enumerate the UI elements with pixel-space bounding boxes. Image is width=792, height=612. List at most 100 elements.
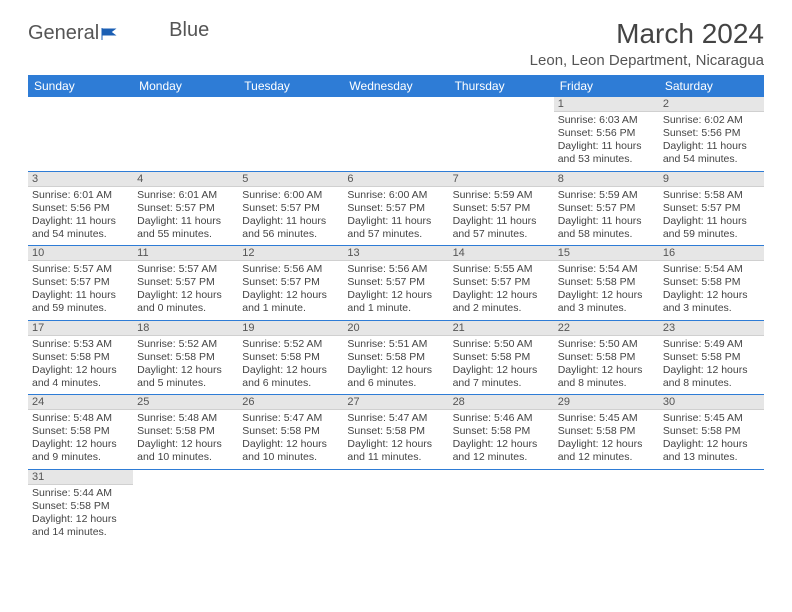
day-number: 23 xyxy=(659,321,764,336)
brand-name-b: Blue xyxy=(169,19,209,42)
day-body: Sunrise: 5:59 AMSunset: 5:57 PMDaylight:… xyxy=(449,187,554,246)
day-number: 2 xyxy=(659,97,764,112)
calendar-cell: 5Sunrise: 6:00 AMSunset: 5:57 PMDaylight… xyxy=(238,171,343,246)
day-body: Sunrise: 5:46 AMSunset: 5:58 PMDaylight:… xyxy=(449,410,554,469)
daylight-text: Daylight: 12 hours and 12 minutes. xyxy=(558,438,655,464)
sunset-text: Sunset: 5:58 PM xyxy=(453,425,550,438)
daylight-text: Daylight: 12 hours and 8 minutes. xyxy=(663,364,760,390)
day-number: 18 xyxy=(133,321,238,336)
sunrise-text: Sunrise: 6:00 AM xyxy=(242,189,339,202)
calendar-cell xyxy=(343,97,448,171)
daylight-text: Daylight: 12 hours and 14 minutes. xyxy=(32,513,129,539)
sunset-text: Sunset: 5:57 PM xyxy=(453,202,550,215)
sunrise-text: Sunrise: 5:59 AM xyxy=(453,189,550,202)
day-body: Sunrise: 6:01 AMSunset: 5:57 PMDaylight:… xyxy=(133,187,238,246)
sunrise-text: Sunrise: 5:52 AM xyxy=(137,338,234,351)
day-body: Sunrise: 6:02 AMSunset: 5:56 PMDaylight:… xyxy=(659,112,764,171)
calendar-cell xyxy=(238,469,343,543)
sunset-text: Sunset: 5:57 PM xyxy=(137,202,234,215)
calendar-cell: 18Sunrise: 5:52 AMSunset: 5:58 PMDayligh… xyxy=(133,320,238,395)
sunset-text: Sunset: 5:58 PM xyxy=(558,425,655,438)
daylight-text: Daylight: 12 hours and 3 minutes. xyxy=(558,289,655,315)
sunset-text: Sunset: 5:58 PM xyxy=(32,351,129,364)
sunrise-text: Sunrise: 5:48 AM xyxy=(32,412,129,425)
day-number: 12 xyxy=(238,246,343,261)
sunrise-text: Sunrise: 5:58 AM xyxy=(663,189,760,202)
calendar-table: Sunday Monday Tuesday Wednesday Thursday… xyxy=(28,75,764,543)
sunset-text: Sunset: 5:58 PM xyxy=(663,425,760,438)
sunset-text: Sunset: 5:57 PM xyxy=(663,202,760,215)
day-number: 5 xyxy=(238,172,343,187)
calendar-cell: 27Sunrise: 5:47 AMSunset: 5:58 PMDayligh… xyxy=(343,395,448,470)
day-body: Sunrise: 5:54 AMSunset: 5:58 PMDaylight:… xyxy=(659,261,764,320)
daylight-text: Daylight: 12 hours and 2 minutes. xyxy=(453,289,550,315)
calendar-cell xyxy=(554,469,659,543)
day-number: 26 xyxy=(238,395,343,410)
daylight-text: Daylight: 11 hours and 53 minutes. xyxy=(558,140,655,166)
sunrise-text: Sunrise: 6:03 AM xyxy=(558,114,655,127)
calendar-cell: 23 Sunrise: 5:49 AMSunset: 5:58 PMDayligh… xyxy=(659,320,764,395)
day-body: Sunrise: 5:45 AMSunset: 5:58 PMDaylight:… xyxy=(554,410,659,469)
day-number: 16 xyxy=(659,246,764,261)
day-body: Sunrise: 5:52 AMSunset: 5:58 PMDaylight:… xyxy=(238,336,343,395)
sunrise-text: Sunrise: 5:57 AM xyxy=(32,263,129,276)
day-number: 3 xyxy=(28,172,133,187)
sunrise-text: Sunrise: 5:45 AM xyxy=(558,412,655,425)
day-header: Tuesday xyxy=(238,75,343,97)
calendar-cell: 2Sunrise: 6:02 AMSunset: 5:56 PMDaylight… xyxy=(659,97,764,171)
day-header: Sunday xyxy=(28,75,133,97)
day-number: 7 xyxy=(449,172,554,187)
day-number: 19 xyxy=(238,321,343,336)
sunrise-text: Sunrise: 5:49 AM xyxy=(663,338,760,351)
flag-icon xyxy=(101,27,119,41)
sunset-text: Sunset: 5:58 PM xyxy=(663,351,760,364)
sunrise-text: Sunrise: 5:50 AM xyxy=(453,338,550,351)
daylight-text: Daylight: 12 hours and 12 minutes. xyxy=(453,438,550,464)
sunset-text: Sunset: 5:56 PM xyxy=(558,127,655,140)
sunset-text: Sunset: 5:58 PM xyxy=(242,351,339,364)
day-number: 15 xyxy=(554,246,659,261)
sunset-text: Sunset: 5:57 PM xyxy=(242,202,339,215)
day-header: Wednesday xyxy=(343,75,448,97)
daylight-text: Daylight: 12 hours and 6 minutes. xyxy=(347,364,444,390)
calendar-cell: 28Sunrise: 5:46 AMSunset: 5:58 PMDayligh… xyxy=(449,395,554,470)
sunrise-text: Sunrise: 5:45 AM xyxy=(663,412,760,425)
calendar-cell xyxy=(449,469,554,543)
day-body: Sunrise: 5:50 AMSunset: 5:58 PMDaylight:… xyxy=(554,336,659,395)
day-number: 30 xyxy=(659,395,764,410)
calendar-cell: 31Sunrise: 5:44 AMSunset: 5:58 PMDayligh… xyxy=(28,469,133,543)
sunset-text: Sunset: 5:57 PM xyxy=(242,276,339,289)
calendar-cell: 10Sunrise: 5:57 AMSunset: 5:57 PMDayligh… xyxy=(28,246,133,321)
sunset-text: Sunset: 5:58 PM xyxy=(347,351,444,364)
sunset-text: Sunset: 5:58 PM xyxy=(137,351,234,364)
sunrise-text: Sunrise: 5:51 AM xyxy=(347,338,444,351)
day-number: 8 xyxy=(554,172,659,187)
calendar-cell: 15Sunrise: 5:54 AMSunset: 5:58 PMDayligh… xyxy=(554,246,659,321)
sunset-text: Sunset: 5:58 PM xyxy=(32,425,129,438)
page-header: General Blue March 2024 Leon, Leon Depar… xyxy=(28,18,764,69)
calendar-row: 24Sunrise: 5:48 AMSunset: 5:58 PMDayligh… xyxy=(28,395,764,470)
day-number: 14 xyxy=(449,246,554,261)
calendar-cell: 6Sunrise: 6:00 AMSunset: 5:57 PMDaylight… xyxy=(343,171,448,246)
day-body: Sunrise: 5:47 AMSunset: 5:58 PMDaylight:… xyxy=(238,410,343,469)
calendar-row: 31Sunrise: 5:44 AMSunset: 5:58 PMDayligh… xyxy=(28,469,764,543)
daylight-text: Daylight: 12 hours and 13 minutes. xyxy=(663,438,760,464)
day-number: 20 xyxy=(343,321,448,336)
day-body: Sunrise: 5:51 AMSunset: 5:58 PMDaylight:… xyxy=(343,336,448,395)
day-header: Monday xyxy=(133,75,238,97)
day-number: 29 xyxy=(554,395,659,410)
calendar-cell: 3Sunrise: 6:01 AMSunset: 5:56 PMDaylight… xyxy=(28,171,133,246)
sunrise-text: Sunrise: 5:47 AM xyxy=(242,412,339,425)
sunrise-text: Sunrise: 5:52 AM xyxy=(242,338,339,351)
day-body: Sunrise: 6:01 AMSunset: 5:56 PMDaylight:… xyxy=(28,187,133,246)
calendar-row: 17Sunrise: 5:53 AMSunset: 5:58 PMDayligh… xyxy=(28,320,764,395)
daylight-text: Daylight: 11 hours and 59 minutes. xyxy=(32,289,129,315)
calendar-cell: 22Sunrise: 5:50 AMSunset: 5:58 PMDayligh… xyxy=(554,320,659,395)
calendar-cell: 24Sunrise: 5:48 AMSunset: 5:58 PMDayligh… xyxy=(28,395,133,470)
day-body: Sunrise: 5:56 AMSunset: 5:57 PMDaylight:… xyxy=(343,261,448,320)
sunrise-text: Sunrise: 5:54 AM xyxy=(663,263,760,276)
sunrise-text: Sunrise: 5:47 AM xyxy=(347,412,444,425)
title-block: March 2024 Leon, Leon Department, Nicara… xyxy=(530,18,764,69)
day-number: 11 xyxy=(133,246,238,261)
daylight-text: Daylight: 11 hours and 57 minutes. xyxy=(347,215,444,241)
